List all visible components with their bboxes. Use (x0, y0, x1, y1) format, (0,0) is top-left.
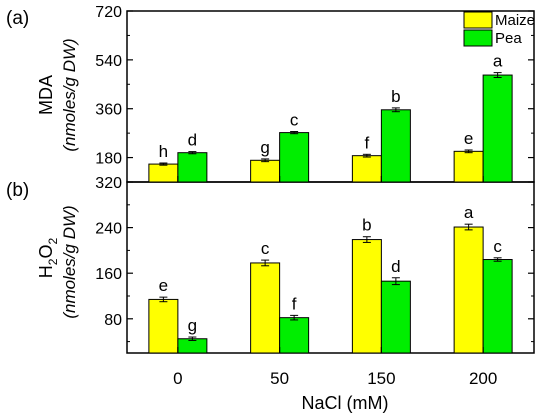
panel-b-ytick-label-0: 80 (104, 312, 122, 329)
panel-b-letter-maize-0: e (159, 276, 168, 295)
panel-b-letter-maize-3: a (464, 203, 474, 222)
panel-b-letter-pea-0: g (188, 316, 197, 335)
panel-b-letter-pea-2: d (391, 257, 400, 276)
panel-a-ytick-label-1: 360 (95, 102, 122, 119)
panel-b-ytick-label-2: 240 (95, 221, 122, 238)
panel-b-bar-pea-3 (482, 259, 513, 354)
panel-b-ylabel-o: O (36, 244, 56, 258)
panel-a-letter-pea-0: d (188, 131, 197, 150)
panel-b-letter-pea-3: c (493, 237, 502, 256)
panel-b-ylabel-sub1: 2 (46, 258, 60, 265)
panel-b-ylabel-h: H (36, 265, 56, 278)
panel-a-ylabel-unit: (nmoles/g DW) (60, 38, 79, 151)
panel-a-bar-maize-0 (148, 163, 179, 183)
legend-maize-swatch (463, 11, 493, 29)
panel-b-bar-maize-3 (453, 226, 484, 354)
panel-b-ylabel-unit: (nmoles/g DW) (60, 205, 79, 318)
panel-b-ytick-label-3: 320 (95, 175, 122, 192)
xtick-label-2: 150 (367, 369, 395, 388)
xtick-label-1: 50 (270, 369, 289, 388)
panel-a-letter-pea-3: a (493, 52, 503, 71)
panel-a-letter-maize-2: f (365, 133, 370, 152)
panel-a-letter-maize-1: g (260, 138, 269, 157)
panel-a-bar-pea-0 (177, 152, 208, 183)
panel-b-label: (b) (6, 180, 29, 201)
legend-pea-label: Pea (495, 30, 522, 47)
panel-a-ytick-label-3: 720 (95, 4, 122, 21)
panel-a-bar-pea-1 (279, 132, 310, 183)
legend-pea-swatch (463, 29, 493, 47)
panel-a-letter-maize-0: h (159, 142, 168, 161)
panel-b-letter-maize-1: c (261, 239, 270, 258)
panel-a-bar-pea-2 (380, 109, 411, 183)
xtick-label-3: 200 (469, 369, 497, 388)
panel-a-letter-pea-2: b (391, 87, 400, 106)
panel-a-label: (a) (6, 8, 29, 29)
panel-a-bar-maize-1 (250, 159, 281, 183)
panel-b-frame (126, 181, 535, 354)
xtick-label-0: 0 (173, 369, 182, 388)
legend-maize-label: Maize (495, 12, 535, 29)
panel-a-letter-maize-3: e (464, 129, 473, 148)
panel-b-ylabel-sub2: 2 (46, 237, 60, 244)
panel-a-ylabel-main: MDA (36, 75, 56, 115)
x-axis-title: NaCl (mM) (302, 393, 389, 413)
panel-a-bar-maize-3 (453, 150, 484, 183)
panel-b-bar-maize-1 (250, 262, 281, 354)
panel-b-bar-pea-2 (380, 280, 411, 354)
panel-b-bar-pea-1 (279, 317, 310, 354)
panel-b-letter-maize-2: b (362, 216, 371, 235)
panel-b-ylabel-main: H2O2 (36, 237, 60, 278)
panel-a-ytick-label-0: 180 (95, 151, 122, 168)
chart-marks: 180 360 540 720 h d g c f b e a 80 160 240 320 e g 0 c f 50 b d… (95, 4, 534, 388)
panel-b-bar-maize-2 (351, 239, 382, 354)
legend: Maize Pea (463, 11, 535, 47)
panel-a-ytick-label-2: 540 (95, 53, 122, 70)
panel-b-bar-maize-0 (148, 298, 179, 354)
panel-a-letter-pea-1: c (290, 111, 299, 130)
panel-a-bar-pea-3 (482, 74, 513, 183)
panel-a-bar-maize-2 (351, 155, 382, 183)
panel-b-ytick-label-1: 160 (95, 266, 122, 283)
panel-b-letter-pea-1: f (292, 294, 297, 313)
